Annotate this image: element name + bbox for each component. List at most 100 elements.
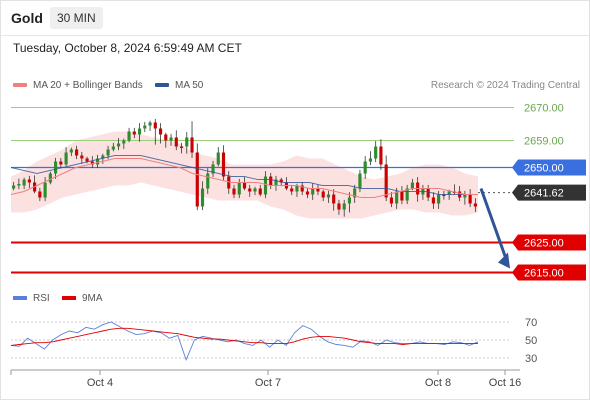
candle-body xyxy=(48,173,52,183)
candle-body xyxy=(337,203,341,210)
candle-body xyxy=(269,176,273,186)
ma50-label: MA 50 xyxy=(175,80,204,91)
candle-body xyxy=(106,149,110,156)
candle-body xyxy=(216,152,220,165)
candle-body xyxy=(158,128,163,135)
ma20-label: MA 20 + Bollinger Bands xyxy=(33,80,143,91)
candle-body xyxy=(442,194,446,196)
candle-body xyxy=(431,197,435,204)
rsi-swatch xyxy=(13,296,27,301)
chart-header: Gold 30 MIN xyxy=(0,0,590,36)
candle-body xyxy=(227,176,231,189)
candle-body xyxy=(374,146,378,159)
rsi-tick-label: 50 xyxy=(525,335,537,347)
candle-body xyxy=(85,158,89,162)
candle-body xyxy=(332,194,336,204)
candle-body xyxy=(143,125,147,129)
candle-body xyxy=(195,152,199,207)
candle-body xyxy=(253,188,257,192)
candle-body xyxy=(326,194,331,198)
candle-body xyxy=(211,164,215,174)
candle-body xyxy=(410,182,414,189)
candle-body xyxy=(200,188,205,207)
rsi-tick-label: 30 xyxy=(525,353,537,365)
candle-body xyxy=(116,143,121,147)
candle-body xyxy=(132,131,136,135)
legend-rsi: RSI xyxy=(13,293,50,304)
candle-body xyxy=(263,176,268,195)
ma20-line xyxy=(10,158,478,198)
candle-body xyxy=(237,182,241,195)
timeframe-button[interactable]: 30 MIN xyxy=(50,7,103,29)
candle-body xyxy=(342,203,346,210)
rsi-9ma-line xyxy=(10,327,478,346)
candle-body xyxy=(27,179,31,183)
rsi-tick-label: 70 xyxy=(525,317,537,329)
ma50-swatch xyxy=(155,83,169,88)
forecast-arrow-shaft xyxy=(479,187,509,263)
candle-body xyxy=(38,191,42,198)
candle-body xyxy=(22,179,26,186)
candle-body xyxy=(258,188,262,195)
candle-body xyxy=(127,131,131,141)
candle-body xyxy=(463,194,467,198)
candle-body xyxy=(395,191,399,204)
rsi-line xyxy=(10,321,479,362)
candle-body xyxy=(75,149,79,156)
candle-body xyxy=(295,185,299,192)
level-label-2659.00: 2659.00 xyxy=(524,136,564,148)
ma20-swatch xyxy=(13,83,27,88)
candle-body xyxy=(316,188,320,192)
candle-body xyxy=(363,161,367,174)
candle-body xyxy=(137,128,142,135)
x-tick-label: Oct 4 xyxy=(87,377,113,389)
candle-body xyxy=(389,197,393,204)
candle-body xyxy=(64,152,68,165)
candle-body xyxy=(447,191,451,195)
candle-body xyxy=(69,149,73,153)
candle-body xyxy=(400,191,404,201)
candle-body xyxy=(242,182,247,189)
candle-body xyxy=(221,152,226,177)
candle-body xyxy=(384,164,388,198)
symbol-title: Gold xyxy=(11,10,43,26)
bollinger-band xyxy=(11,131,478,219)
timestamp: Tuesday, October 8, 2024 6:59:49 AM CET xyxy=(13,41,242,55)
candle-body xyxy=(347,197,352,204)
forecast-arrow xyxy=(479,187,510,269)
candle-body xyxy=(179,146,184,148)
candle-body xyxy=(185,137,189,147)
level-label-2670.00: 2670.00 xyxy=(524,103,564,115)
candle-body xyxy=(473,203,477,207)
candle-body xyxy=(311,188,315,195)
level-label-2615.00: 2615.00 xyxy=(524,268,564,280)
9ma-label: 9MA xyxy=(82,293,103,304)
candle-body xyxy=(153,122,157,129)
level-tag-bg xyxy=(512,264,586,281)
x-tick-label: Oct 7 xyxy=(255,377,281,389)
forecast-arrow-head xyxy=(498,252,510,269)
candle-body xyxy=(379,146,383,165)
candle-body xyxy=(96,158,100,165)
level-tag-2615.00: 2615.00 xyxy=(512,264,586,281)
rsi-label: RSI xyxy=(33,293,50,304)
candle-body xyxy=(190,137,194,153)
level-tag-bg xyxy=(512,184,586,201)
level-label-2650.00: 2650.00 xyxy=(524,163,564,175)
candle-body xyxy=(248,188,252,192)
9ma-swatch xyxy=(62,296,76,301)
candle-body xyxy=(148,122,152,126)
candle-body xyxy=(368,158,373,162)
candle-body xyxy=(164,134,168,141)
candle-body xyxy=(232,188,236,195)
x-tick-label: Oct 8 xyxy=(425,377,451,389)
candle-body xyxy=(54,161,58,174)
candle-body xyxy=(17,184,21,186)
candle-body xyxy=(90,161,94,165)
candle-body xyxy=(426,188,430,198)
level-tag-2625.00: 2625.00 xyxy=(512,234,586,251)
candle-body xyxy=(305,191,310,195)
level-label-2625.00: 2625.00 xyxy=(524,238,564,250)
candle-body xyxy=(300,185,304,192)
candle-body xyxy=(206,173,210,189)
